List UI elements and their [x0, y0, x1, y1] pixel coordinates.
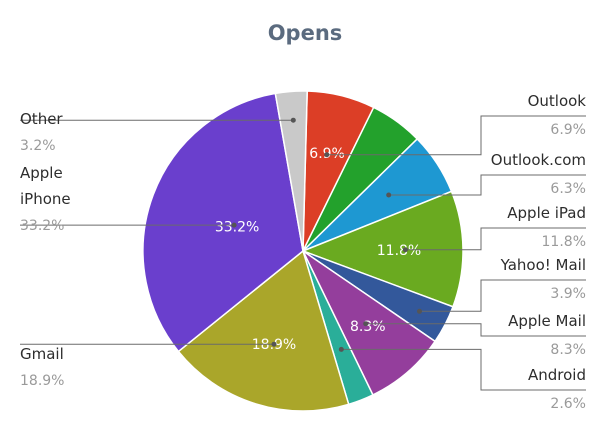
legend-label-outlook: Outlook	[528, 92, 587, 110]
slice-value-label-apple-ipad: 11.8%	[377, 243, 421, 259]
leader-line-android	[341, 348, 586, 391]
legend-value-gmail: 18.9%	[20, 373, 64, 389]
legend-label-apple-iphone: iPhone	[20, 190, 71, 208]
leader-line-outlook	[326, 115, 586, 156]
legend-value-apple-mail: 8.3%	[550, 342, 586, 358]
slice-value-label-apple-iphone: 33.2%	[215, 219, 259, 235]
leader-line-yahoo-mail	[419, 279, 586, 312]
leader-line-apple-mail	[365, 323, 586, 337]
pie-slice-gmail	[177, 249, 350, 412]
legend-label-outlook-com: Outlook.com	[491, 151, 586, 169]
legend-value-other: 3.2%	[20, 138, 56, 154]
legend-value-outlook: 6.9%	[550, 122, 586, 138]
leader-line-outlook-com	[388, 174, 586, 196]
legend-label-apple-iphone: Apple	[20, 164, 63, 182]
leader-dot-apple-ipad	[402, 247, 408, 253]
leader-dot-outlook-com	[386, 192, 392, 198]
leader-dot-apple-iphone	[231, 222, 237, 228]
leader-dot-outlook	[324, 152, 330, 158]
leader-lines	[20, 115, 586, 391]
legend-label-apple-mail: Apple Mail	[508, 312, 586, 330]
pie-slice-other	[274, 90, 308, 252]
leader-dot-android	[338, 346, 344, 352]
chart-title: Opens	[268, 21, 343, 45]
leader-dot-yahoo-mail	[417, 308, 422, 314]
legend-value-outlook-com: 6.3%	[550, 181, 586, 197]
leader-line-apple-ipad	[405, 227, 586, 251]
legend-label-other: Other	[20, 110, 63, 128]
slice-value-label-apple-mail: 8.3%	[350, 319, 386, 335]
pie-slices	[142, 90, 464, 412]
legend-label-android: Android	[528, 366, 586, 384]
leader-dot-other	[290, 117, 296, 123]
legend-label-gmail: Gmail	[20, 345, 64, 363]
leader-dot-apple-mail	[363, 321, 369, 327]
legend-label-apple-ipad: Apple iPad	[507, 204, 586, 222]
legend-label-yahoo-mail: Yahoo! Mail	[500, 256, 586, 274]
legend-value-yahoo-mail: 3.9%	[550, 286, 586, 302]
legend-value-android: 2.6%	[550, 396, 586, 412]
pie-slice-apple-ipad	[300, 190, 464, 308]
legend-value-apple-ipad: 11.8%	[542, 234, 586, 250]
legend-labels: Outlook 6.9% Outlook.com 6.3% Apple iPad 11.8…	[20, 92, 586, 412]
pie-slice-apple-iphone	[142, 92, 304, 353]
leader-dot-gmail	[271, 341, 277, 347]
legend-value-apple-iphone: 33.2%	[20, 218, 64, 234]
